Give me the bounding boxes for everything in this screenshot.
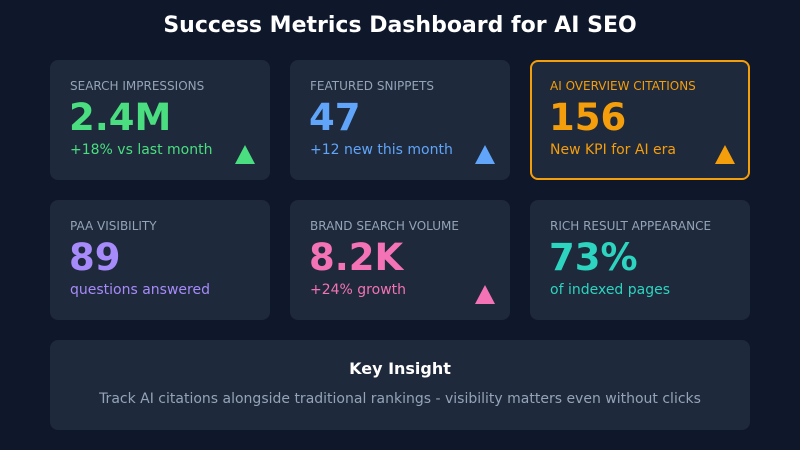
metric-subtext: +24% growth [310,282,407,298]
metric-subtext: New KPI for AI era [550,142,676,158]
metric-value: 8.2K [309,236,404,279]
metric-subtext: +18% vs last month [70,142,213,158]
metric-value: 73% [549,236,638,279]
metric-card: RICH RESULT APPEARANCE 73% of indexed pa… [530,200,750,320]
metric-label: SEARCH IMPRESSIONS [70,79,205,93]
metric-value: 2.4M [69,96,172,139]
insight-title: Key Insight [349,359,451,378]
metric-card: SEARCH IMPRESSIONS 2.4M +18% vs last mon… [50,60,270,180]
metric-card: AI OVERVIEW CITATIONS 156 New KPI for AI… [530,60,750,180]
metric-value: 156 [549,96,627,139]
metric-label: PAA VISIBILITY [70,219,157,233]
metric-card: BRAND SEARCH VOLUME 8.2K +24% growth [290,200,510,320]
trend-up-icon [235,145,255,164]
trend-up-icon [715,145,735,164]
insight-text: Track AI citations alongside traditional… [99,391,701,407]
metric-label: BRAND SEARCH VOLUME [310,219,459,233]
metric-card: FEATURED SNIPPETS 47 +12 new this month [290,60,510,180]
trend-up-icon [475,145,495,164]
metric-subtext: +12 new this month [310,142,453,158]
metric-value: 47 [309,96,361,139]
metric-value: 89 [69,236,121,279]
metric-label: RICH RESULT APPEARANCE [550,219,712,233]
metric-subtext: questions answered [70,282,210,298]
key-insight-panel: Key Insight Track AI citations alongside… [50,340,750,430]
metric-card: PAA VISIBILITY 89 questions answered [50,200,270,320]
trend-up-icon [475,285,495,304]
metric-subtext: of indexed pages [550,282,671,298]
page-title: Success Metrics Dashboard for AI SEO [163,13,637,38]
metric-label: FEATURED SNIPPETS [310,79,434,93]
metric-label: AI OVERVIEW CITATIONS [550,79,696,93]
